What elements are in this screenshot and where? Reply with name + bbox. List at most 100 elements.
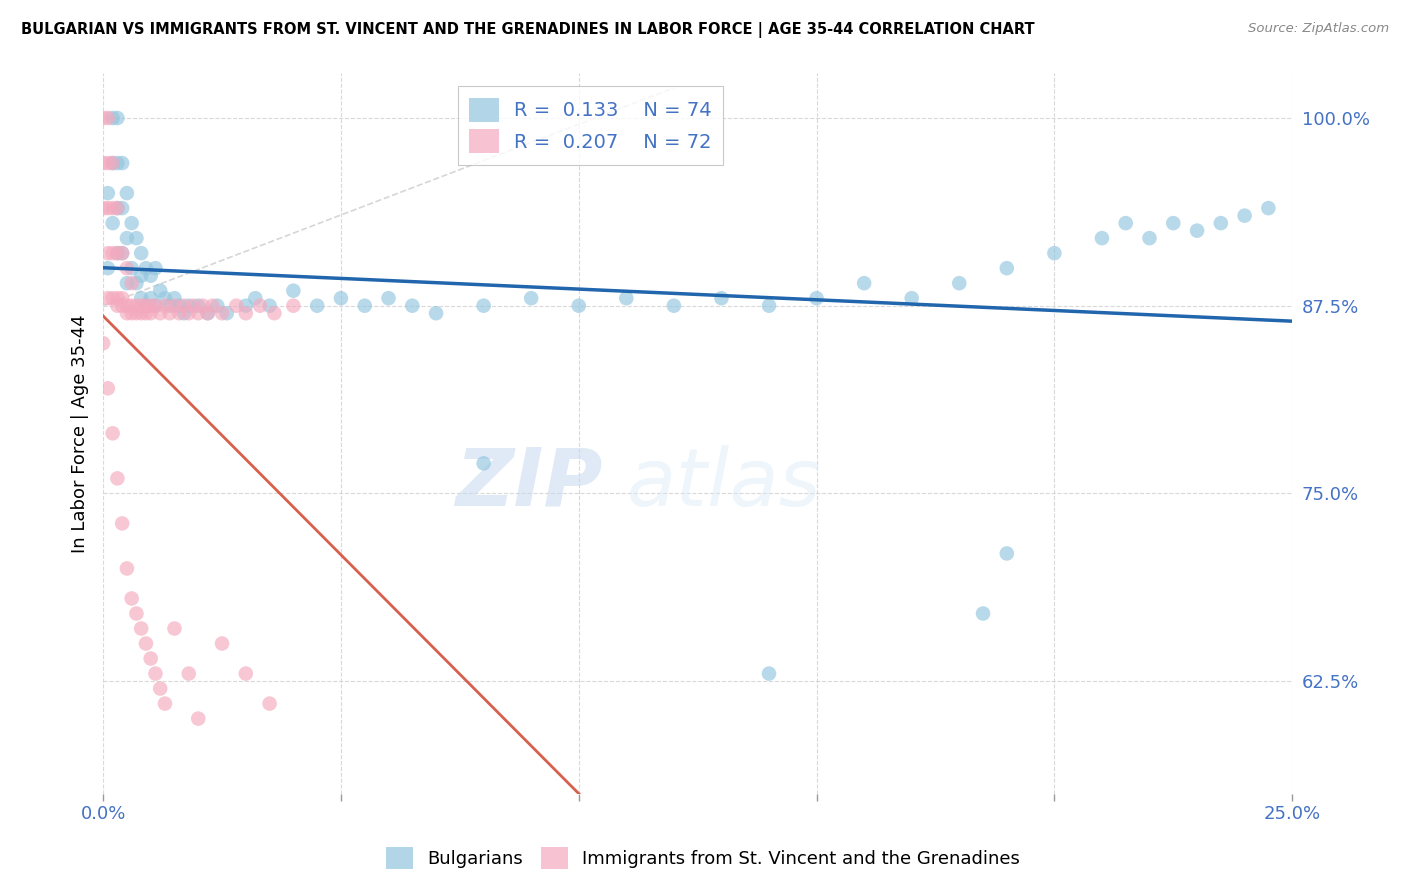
Point xyxy=(129,622,152,636)
Text: atlas: atlas xyxy=(626,445,821,523)
Legend: R =  0.133    N = 74, R =  0.207    N = 72: R = 0.133 N = 74, R = 0.207 N = 72 xyxy=(458,87,724,165)
Point xyxy=(111,516,134,531)
Point xyxy=(101,156,124,170)
Point xyxy=(153,299,176,313)
Point xyxy=(1043,246,1066,260)
Point xyxy=(149,284,172,298)
Point xyxy=(1185,224,1208,238)
Point xyxy=(191,299,214,313)
Point xyxy=(167,306,190,320)
Point xyxy=(259,697,281,711)
Point xyxy=(97,261,120,276)
Point xyxy=(105,291,128,305)
Point xyxy=(145,261,167,276)
Point xyxy=(111,246,134,260)
Point xyxy=(235,299,257,313)
Point xyxy=(1209,216,1232,230)
Point xyxy=(153,291,176,305)
Point xyxy=(995,261,1018,276)
Point xyxy=(568,299,591,313)
Point xyxy=(129,246,152,260)
Point xyxy=(91,201,114,215)
Point xyxy=(159,306,181,320)
Point xyxy=(425,306,447,320)
Point xyxy=(121,261,143,276)
Point xyxy=(105,299,128,313)
Point xyxy=(97,246,120,260)
Point xyxy=(948,276,970,290)
Point xyxy=(159,299,181,313)
Point xyxy=(125,299,148,313)
Point xyxy=(105,156,128,170)
Point xyxy=(1091,231,1114,245)
Point xyxy=(115,299,138,313)
Point xyxy=(187,299,209,313)
Point xyxy=(187,712,209,726)
Point xyxy=(101,156,124,170)
Point xyxy=(129,268,152,283)
Point xyxy=(197,306,219,320)
Point xyxy=(97,156,120,170)
Point xyxy=(806,291,828,305)
Point xyxy=(167,299,190,313)
Point xyxy=(307,299,329,313)
Point xyxy=(121,299,143,313)
Point xyxy=(125,306,148,320)
Point xyxy=(329,291,352,305)
Point xyxy=(401,299,423,313)
Point xyxy=(135,636,157,650)
Point xyxy=(173,306,195,320)
Point xyxy=(853,276,876,290)
Point xyxy=(135,299,157,313)
Point xyxy=(101,201,124,215)
Point xyxy=(173,299,195,313)
Point xyxy=(972,607,994,621)
Point xyxy=(121,216,143,230)
Point xyxy=(129,306,152,320)
Point xyxy=(149,681,172,696)
Text: Source: ZipAtlas.com: Source: ZipAtlas.com xyxy=(1249,22,1389,36)
Point xyxy=(111,299,134,313)
Point xyxy=(139,268,162,283)
Point xyxy=(163,299,186,313)
Point xyxy=(758,666,780,681)
Point xyxy=(1257,201,1279,215)
Point xyxy=(710,291,733,305)
Point xyxy=(183,299,205,313)
Point xyxy=(111,246,134,260)
Point xyxy=(139,651,162,665)
Point xyxy=(101,426,124,441)
Point xyxy=(105,201,128,215)
Point xyxy=(101,246,124,260)
Point xyxy=(1161,216,1184,230)
Point xyxy=(121,591,143,606)
Point xyxy=(121,306,143,320)
Legend: Bulgarians, Immigrants from St. Vincent and the Grenadines: Bulgarians, Immigrants from St. Vincent … xyxy=(378,839,1028,876)
Point xyxy=(129,291,152,305)
Point xyxy=(91,111,114,125)
Point xyxy=(105,111,128,125)
Point xyxy=(115,186,138,200)
Point xyxy=(201,299,224,313)
Point xyxy=(111,156,134,170)
Point xyxy=(283,299,305,313)
Point xyxy=(91,156,114,170)
Point xyxy=(121,276,143,290)
Point xyxy=(263,306,285,320)
Point xyxy=(211,636,233,650)
Point xyxy=(145,666,167,681)
Point xyxy=(101,111,124,125)
Point xyxy=(115,231,138,245)
Point xyxy=(135,306,157,320)
Point xyxy=(153,697,176,711)
Point xyxy=(377,291,399,305)
Point xyxy=(105,201,128,215)
Point xyxy=(283,284,305,298)
Point xyxy=(163,291,186,305)
Point xyxy=(135,261,157,276)
Y-axis label: In Labor Force | Age 35-44: In Labor Force | Age 35-44 xyxy=(72,314,89,553)
Point xyxy=(245,291,267,305)
Point xyxy=(115,306,138,320)
Point xyxy=(614,291,637,305)
Point xyxy=(125,276,148,290)
